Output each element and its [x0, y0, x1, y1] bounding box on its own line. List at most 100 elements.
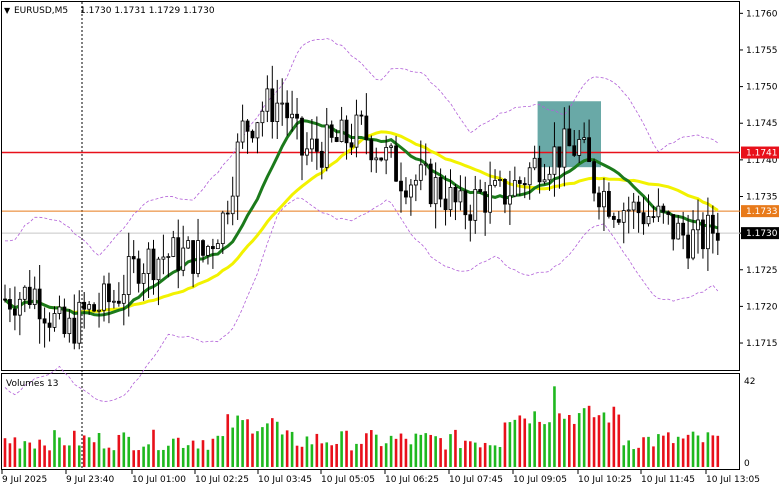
volume-bar: [488, 445, 492, 467]
candle: [17, 292, 22, 336]
candle: [527, 162, 532, 200]
price-tick-label: 1.1755: [746, 46, 778, 56]
time-tick-label: 10 Jul 13:05: [706, 475, 760, 485]
candle: [32, 276, 37, 310]
candle: [631, 192, 636, 229]
volume-bar: [201, 440, 205, 467]
volume-bar: [196, 448, 200, 467]
volume-bar: [186, 445, 190, 467]
candle: [314, 116, 319, 170]
volume-bar: [671, 443, 675, 467]
volume-bar: [612, 406, 616, 467]
price-tick-label: 1.1735: [746, 192, 778, 202]
candle: [512, 166, 517, 198]
volume-bar: [711, 435, 715, 467]
volume-bar: [325, 442, 329, 467]
volume-bar: [647, 436, 650, 467]
candle: [57, 295, 62, 320]
volume-bar: [68, 445, 71, 467]
candle: [12, 286, 17, 331]
candle: [384, 135, 389, 175]
candle: [136, 250, 141, 293]
candle: [146, 242, 151, 299]
candle: [255, 121, 260, 154]
volume-bar: [414, 433, 418, 467]
volume-bar: [568, 414, 571, 467]
candle: [87, 301, 92, 315]
candle: [220, 210, 225, 254]
chart-symbol: EURUSD,M5: [14, 6, 68, 16]
envelope-upper-band: [4, 38, 719, 257]
time-tick-label: 9 Jul 23:40: [66, 475, 115, 485]
volume-bar: [681, 438, 685, 467]
candle: [567, 105, 572, 147]
candle: [473, 175, 478, 234]
candle: [710, 205, 715, 254]
candle: [423, 143, 428, 176]
price-marker-orange: 1.1733: [746, 207, 778, 217]
time-tick-label: 10 Jul 02:25: [195, 475, 249, 485]
volume-bar: [216, 435, 220, 467]
candle: [230, 176, 235, 226]
price-marker-current-box: [741, 227, 779, 240]
volume-bar: [122, 432, 126, 467]
volume-bars-group: [3, 386, 720, 467]
candle: [285, 90, 290, 136]
volume-bar: [667, 432, 670, 467]
candle: [8, 288, 12, 323]
candle: [611, 212, 616, 228]
volume-bar: [464, 440, 467, 467]
candle: [626, 196, 631, 234]
volume-bar: [335, 443, 338, 467]
candle: [77, 290, 82, 350]
price-tick-label: 1.1720: [746, 302, 778, 312]
volume-bar: [449, 434, 452, 467]
candle: [191, 240, 196, 288]
volume-bar: [82, 435, 86, 467]
volume-bar: [87, 437, 91, 467]
time-tick-label: 10 Jul 07:45: [449, 475, 503, 485]
candle: [413, 174, 418, 202]
volume-bar: [548, 422, 551, 467]
candle: [265, 75, 270, 123]
volume-bar: [315, 433, 319, 467]
candle: [141, 263, 146, 301]
candle: [275, 79, 280, 139]
candle: [131, 240, 136, 274]
candle: [349, 123, 354, 156]
volume-bar: [73, 430, 76, 467]
price-marker-red: 1.1741: [746, 149, 778, 159]
candle: [309, 119, 314, 162]
price-tick-label: 1.1740: [746, 156, 778, 166]
candle: [260, 101, 265, 137]
volume-bar: [191, 440, 195, 467]
volume-bar: [142, 446, 145, 467]
candle: [121, 274, 126, 326]
candle: [300, 116, 304, 181]
volume-bar: [295, 445, 299, 467]
candle: [404, 177, 408, 205]
candle: [27, 270, 32, 309]
candle: [107, 272, 111, 324]
volume-axis-max: 42: [744, 377, 755, 387]
candle: [671, 214, 676, 251]
volume-bar: [43, 445, 46, 467]
candle: [552, 122, 557, 197]
volume-bar: [127, 436, 131, 467]
price-tick-label: 1.1725: [746, 266, 778, 276]
candle: [47, 312, 52, 342]
volume-bar: [137, 450, 140, 467]
volume-bar: [112, 450, 116, 467]
candle: [458, 175, 463, 211]
candle: [42, 307, 47, 348]
candle: [621, 202, 626, 244]
volume-bar: [3, 438, 7, 467]
volume-bar: [251, 433, 254, 467]
candle: [686, 214, 690, 270]
candle: [374, 147, 379, 173]
candle: [408, 179, 413, 216]
volume-bar: [107, 447, 111, 467]
volume-bar: [701, 442, 705, 467]
